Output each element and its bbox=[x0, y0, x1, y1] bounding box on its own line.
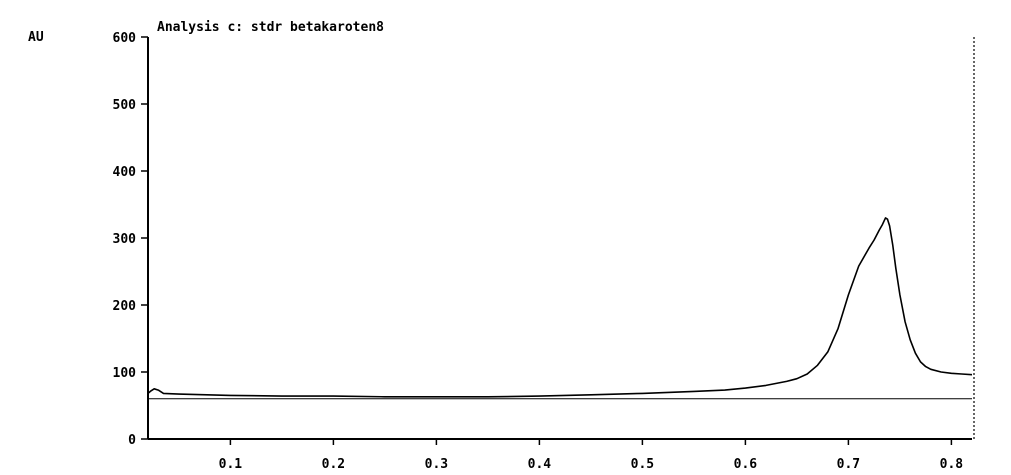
y-tick-label: 300 bbox=[113, 232, 137, 247]
chart-title: Analysis c: stdr betakaroten8 bbox=[157, 20, 384, 35]
x-tick-label: 0.4 bbox=[528, 457, 552, 472]
x-tick-label: 0.5 bbox=[631, 457, 654, 472]
signal-line bbox=[147, 217, 973, 398]
y-ticks: 0 100 200 300 400 500 600 bbox=[113, 31, 148, 448]
axes bbox=[147, 37, 975, 440]
y-tick-label: 400 bbox=[113, 165, 137, 180]
x-tick-label: 0.8 bbox=[940, 457, 964, 472]
x-tick-label: 0.1 bbox=[219, 457, 243, 472]
y-tick-label: 100 bbox=[113, 366, 137, 381]
x-ticks: 0.1 0.2 0.3 0.4 0.5 0.6 0.7 0.8 bbox=[219, 439, 964, 472]
x-tick-label: 0.3 bbox=[425, 457, 448, 472]
x-tick-label: 0.7 bbox=[837, 457, 860, 472]
y-tick-label: 600 bbox=[113, 31, 137, 46]
y-tick-label: 0 bbox=[128, 433, 136, 448]
y-axis-label: AU bbox=[28, 30, 44, 45]
y-tick-label: 500 bbox=[113, 98, 137, 113]
plot-area bbox=[147, 217, 973, 400]
y-tick-label: 200 bbox=[113, 299, 137, 314]
x-tick-label: 0.6 bbox=[734, 457, 758, 472]
x-tick-label: 0.2 bbox=[322, 457, 345, 472]
